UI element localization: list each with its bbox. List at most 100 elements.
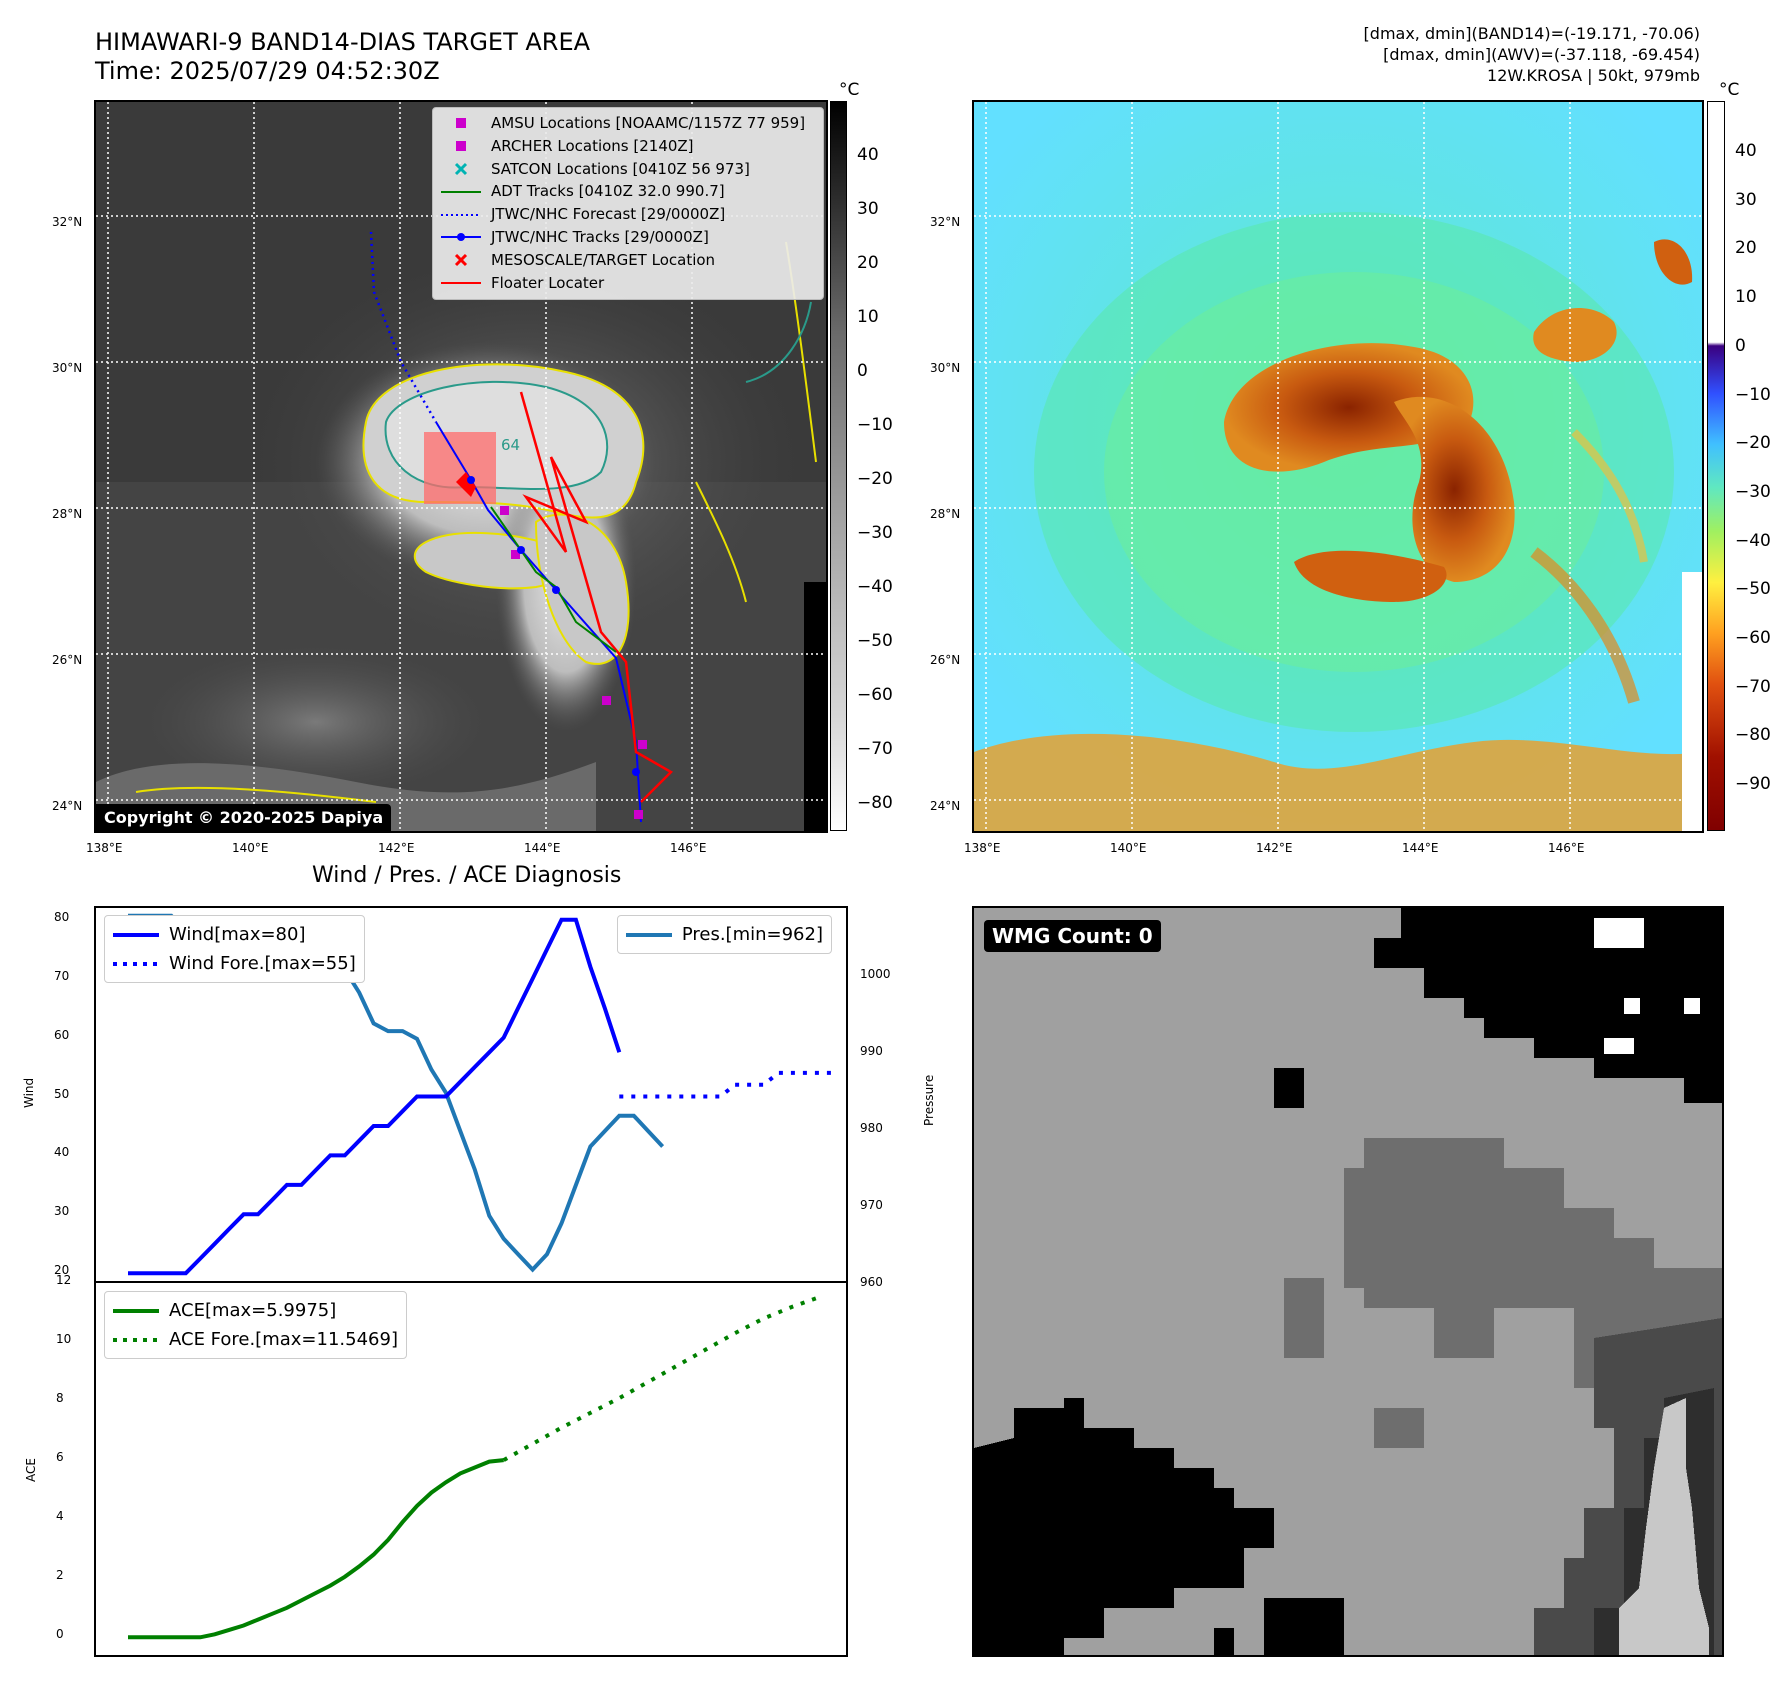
- colorbar2-tick: 0: [1735, 335, 1746, 356]
- grayscale-colorbar: [830, 101, 847, 831]
- map-legend: AMSU Locations [NOAAMC/1157Z 77 959] ARCH…: [432, 107, 824, 300]
- awv-lat-label: 32°N: [930, 215, 961, 229]
- wind-y-tick: 60: [54, 1027, 70, 1042]
- square-marker-icon: [441, 112, 481, 134]
- colorbar1-tick: −60: [857, 685, 893, 705]
- wind-forecast-series-line: [619, 1070, 836, 1099]
- solid-line-icon: [441, 181, 481, 203]
- dotted-line-icon: [441, 204, 481, 226]
- wind-y-tick: 70: [54, 968, 70, 983]
- ir-lat-label: 28°N: [52, 507, 83, 521]
- ir-lat-label: 26°N: [52, 653, 83, 667]
- floater-track: [519, 391, 674, 803]
- colorbar1-tick: 20: [857, 253, 879, 273]
- ir-lon-label: 144°E: [524, 841, 561, 855]
- diagnosis-title: Wind / Pres. / ACE Diagnosis: [312, 863, 622, 888]
- awv-lon-label: 138°E: [964, 841, 1001, 855]
- colorbar2-tick: −70: [1735, 676, 1771, 697]
- colorbar2-tick: 10: [1735, 287, 1757, 308]
- line-dot-icon: [441, 226, 481, 248]
- colorbar1-tick: −80: [857, 793, 893, 813]
- colorbar1-tick: 0: [857, 361, 868, 381]
- ir-lat-label: 24°N: [52, 799, 83, 813]
- solid-line-icon: [441, 272, 481, 294]
- colorbar2-tick: −80: [1735, 725, 1771, 746]
- colorbar2-unit: °C: [1719, 80, 1740, 100]
- wind-y-tick: 50: [54, 1086, 70, 1101]
- ir-lon-label: 146°E: [670, 841, 707, 855]
- pressure-y-tick: 970: [860, 1198, 883, 1213]
- ace-y-tick: 2: [56, 1568, 64, 1583]
- pressure-y-tick: 990: [860, 1044, 883, 1059]
- colorbar1-tick: −40: [857, 577, 893, 597]
- pressure-y-tick: 960: [860, 1275, 883, 1289]
- contour-label: 64: [501, 436, 520, 454]
- meta-storm: 12W.KROSA | 50kt, 979mb: [1487, 66, 1700, 85]
- wind-pressure-chart: Wind[max=80] Wind Fore.[max=55] Pres.[mi…: [94, 906, 848, 1283]
- x-marker-icon: [441, 249, 481, 271]
- wind-legend: Wind[max=80] Wind Fore.[max=55]: [104, 915, 365, 983]
- ir-lon-label: 142°E: [378, 841, 415, 855]
- colorbar1-tick: −10: [857, 415, 893, 435]
- pressure-axis-label: Pressure: [922, 1074, 936, 1126]
- colorbar2-tick: −50: [1735, 579, 1771, 600]
- colorbar1-tick: −30: [857, 523, 893, 543]
- legend-pressure: Pres.[min=962]: [625, 924, 823, 945]
- map-legend-item: JTWC/NHC Tracks [29/0000Z]: [441, 226, 815, 249]
- pressure-y-tick: 1000: [860, 967, 891, 982]
- ace-y-tick: 6: [56, 1450, 64, 1465]
- ace-y-tick: 10: [56, 1332, 72, 1347]
- awv-lon-label: 142°E: [1256, 841, 1293, 855]
- meta-awv: [dmax, dmin](AWV)=(-37.118, -69.454): [1383, 45, 1700, 64]
- awv-lon-label: 144°E: [1402, 841, 1439, 855]
- awv-lon-label: 140°E: [1110, 841, 1147, 855]
- ace-series-line: [128, 1458, 504, 1640]
- ace-y-tick: 0: [56, 1627, 64, 1642]
- map-legend-item: JTWC/NHC Forecast [29/0000Z]: [441, 203, 815, 226]
- wind-y-tick: 30: [54, 1204, 70, 1219]
- colorbar2-tick: 40: [1735, 141, 1757, 161]
- map-legend-item: Floater Locater: [441, 272, 815, 295]
- map-legend-item: ARCHER Locations [2140Z]: [441, 135, 815, 158]
- wind-y-tick: 40: [54, 1145, 70, 1160]
- wind-series-line: [128, 917, 622, 1276]
- colorbar2-tick: −30: [1735, 481, 1771, 502]
- legend-ace: ACE[max=5.9975]: [113, 1300, 337, 1321]
- colorbar2-tick: 30: [1735, 189, 1757, 210]
- awv-lat-label: 30°N: [930, 361, 961, 375]
- wmg-count-badge: WMG Count: 0: [984, 920, 1161, 952]
- colorbar1-tick: −50: [857, 631, 893, 651]
- map-legend-item: ADT Tracks [0410Z 32.0 990.7]: [441, 180, 815, 203]
- chart-title: HIMAWARI-9 BAND14-DIAS TARGET AREA: [95, 28, 591, 56]
- colorbar1-tick: 40: [857, 145, 879, 165]
- colorbar2-tick: −20: [1735, 433, 1771, 454]
- ir-lat-label: 30°N: [52, 361, 83, 375]
- colorbar2-tick: −10: [1735, 384, 1771, 405]
- legend-wind-forecast: Wind Fore.[max=55]: [113, 953, 356, 974]
- ace-legend: ACE[max=5.9975] ACE Fore.[max=11.5469]: [104, 1291, 407, 1359]
- ir-lat-label: 32°N: [52, 215, 83, 229]
- wmg-panel: WMG Count: 0: [972, 906, 1724, 1657]
- ir-lon-label: 140°E: [232, 841, 269, 855]
- wind-y-tick: 20: [54, 1263, 70, 1278]
- awv-colorbar: [1707, 101, 1725, 831]
- pressure-y-tick: 980: [860, 1121, 883, 1136]
- awv-lat-label: 28°N: [930, 507, 961, 521]
- ace-y-tick: 12: [56, 1273, 72, 1287]
- ace-forecast-series-line: [502, 1294, 823, 1462]
- ir-grayscale-map: 64 AMSU Locations [NOAAMC/1157Z 77 959] A…: [94, 100, 828, 833]
- ace-chart: ACE[max=5.9975] ACE Fore.[max=11.5469]: [94, 1281, 848, 1657]
- awv-lat-label: 24°N: [930, 799, 961, 813]
- map-legend-item: SATCON Locations [0410Z 56 973]: [441, 158, 815, 181]
- wind-y-tick: 80: [54, 909, 70, 924]
- colorbar1-tick: 10: [857, 307, 879, 327]
- copyright-badge: Copyright © 2020-2025 Dapiya: [96, 804, 392, 831]
- ace-y-tick: 4: [56, 1509, 64, 1524]
- colorbar1-tick: −20: [857, 469, 893, 489]
- colorbar2-tick: 20: [1735, 238, 1757, 259]
- colorbar2-tick: −40: [1735, 530, 1771, 551]
- ace-axis-label: ACE: [24, 1458, 38, 1482]
- awv-color-map: [972, 100, 1704, 833]
- ir-lon-label: 138°E: [86, 841, 123, 855]
- colorbar1-tick: −70: [857, 739, 893, 759]
